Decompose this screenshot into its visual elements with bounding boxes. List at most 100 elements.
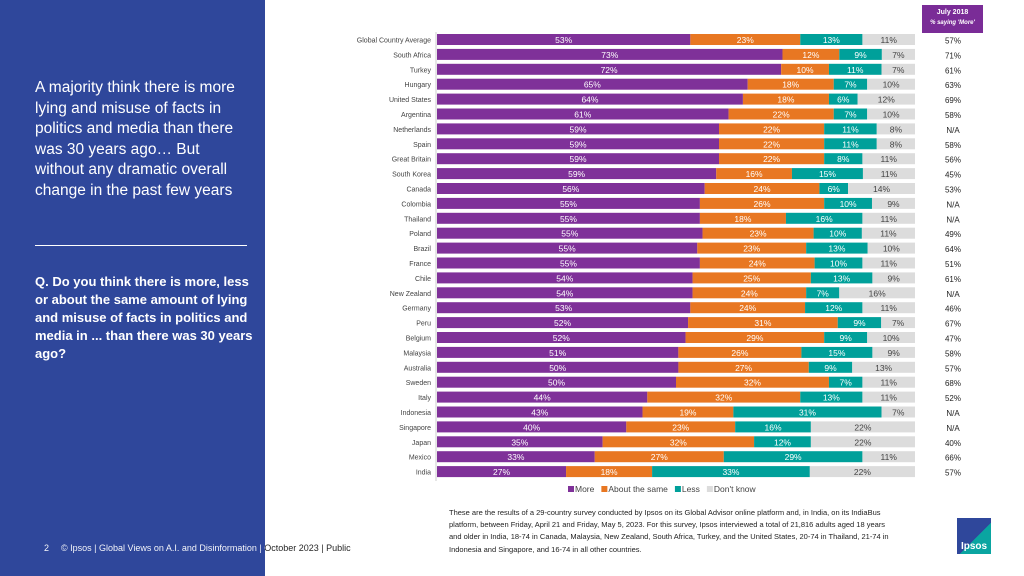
bar-segment bbox=[754, 436, 811, 448]
bar-segment bbox=[690, 302, 806, 314]
bar-segment bbox=[602, 436, 755, 448]
category-label: Turkey bbox=[410, 67, 432, 74]
comparison-header: July 2018 % saying 'More' bbox=[922, 5, 983, 33]
data-label: 11% bbox=[881, 35, 898, 45]
category-label: Peru bbox=[416, 321, 431, 328]
data-label: 11% bbox=[847, 65, 864, 75]
bar-segment bbox=[692, 272, 811, 284]
bar-segment bbox=[690, 34, 801, 45]
data-label: 10% bbox=[883, 333, 900, 343]
data-label: 13% bbox=[823, 35, 840, 45]
data-label: 10% bbox=[883, 80, 900, 90]
data-label: 11% bbox=[880, 229, 897, 239]
bar-segment bbox=[437, 257, 700, 269]
bar-segment bbox=[437, 34, 691, 45]
bar-segment bbox=[699, 257, 815, 269]
legend-swatch bbox=[568, 486, 574, 492]
category-label: Germany bbox=[402, 306, 431, 313]
bar-segment bbox=[437, 302, 691, 314]
data-label: 12% bbox=[802, 50, 819, 60]
data-label: 22% bbox=[854, 467, 871, 477]
data-label: 25% bbox=[743, 273, 760, 283]
bar-segment bbox=[688, 317, 838, 329]
bar-segment bbox=[626, 421, 736, 433]
data-label: 43% bbox=[531, 408, 548, 418]
legend-swatch bbox=[706, 486, 713, 492]
data-label: 9% bbox=[824, 363, 837, 373]
data-label: 56% bbox=[562, 184, 579, 194]
data-label: 65% bbox=[584, 80, 601, 90]
data-label: 24% bbox=[749, 259, 766, 269]
bar-segment bbox=[437, 272, 693, 284]
category-label: India bbox=[416, 470, 431, 477]
bar-segment bbox=[848, 183, 915, 194]
bar-segment bbox=[881, 317, 915, 329]
data-label: 11% bbox=[881, 378, 898, 388]
bar-segment bbox=[782, 48, 840, 60]
data-label: 32% bbox=[744, 378, 761, 388]
data-label: 15% bbox=[819, 169, 836, 179]
category-label: Indonesia bbox=[401, 410, 431, 417]
data-label: 13% bbox=[833, 273, 850, 283]
bar-segment bbox=[785, 212, 863, 224]
data-label: 7% bbox=[840, 378, 853, 388]
data-label: 7% bbox=[892, 408, 905, 418]
data-label: 54% bbox=[556, 288, 573, 298]
bar-segment bbox=[881, 48, 915, 60]
july-2018-value: 49% bbox=[945, 230, 961, 239]
bar-segment bbox=[437, 391, 648, 403]
bar-segment bbox=[437, 287, 693, 299]
bar-segment bbox=[813, 227, 862, 239]
data-label: 12% bbox=[878, 95, 895, 105]
bar-segment bbox=[437, 212, 700, 224]
data-label: 18% bbox=[777, 95, 794, 105]
bar-segment bbox=[735, 421, 811, 433]
category-label: United States bbox=[389, 97, 432, 104]
data-label: 59% bbox=[568, 169, 585, 179]
data-label: 23% bbox=[750, 229, 767, 239]
data-label: 22% bbox=[763, 124, 780, 134]
category-label: Canada bbox=[406, 187, 431, 194]
bar-segment bbox=[833, 78, 868, 90]
data-label: 11% bbox=[881, 214, 898, 224]
category-label: Italy bbox=[418, 395, 431, 402]
bar-segment bbox=[881, 63, 915, 75]
bar-segment bbox=[862, 257, 915, 269]
bar-segment bbox=[676, 376, 829, 388]
bar-segment bbox=[437, 436, 603, 448]
data-label: 53% bbox=[555, 303, 572, 313]
july-2018-value: 58% bbox=[945, 141, 961, 150]
category-label: Hungary bbox=[405, 82, 432, 89]
headline: A majority think there is more lying and… bbox=[35, 79, 235, 199]
bar-segment bbox=[867, 78, 915, 90]
category-label: Belgium bbox=[406, 336, 431, 343]
july-2018-value: 61% bbox=[945, 275, 961, 284]
bar-segment bbox=[806, 287, 840, 299]
bar-segment bbox=[437, 63, 782, 75]
bar-segment bbox=[642, 406, 734, 418]
bar-segment bbox=[824, 138, 877, 150]
data-label: 10% bbox=[883, 244, 900, 254]
data-label: 32% bbox=[670, 437, 687, 447]
bar-segment bbox=[828, 63, 882, 75]
data-label: 72% bbox=[601, 65, 618, 75]
data-label: 55% bbox=[561, 229, 578, 239]
bar-segment bbox=[678, 346, 802, 358]
bar-segment bbox=[719, 138, 825, 150]
data-label: 35% bbox=[511, 437, 528, 447]
bar-segment bbox=[728, 108, 834, 120]
left-panel bbox=[0, 0, 265, 576]
data-label: 27% bbox=[735, 363, 752, 373]
bar-segment bbox=[810, 421, 915, 433]
july-2018-value: 63% bbox=[945, 81, 961, 90]
bar-segment bbox=[702, 227, 814, 239]
data-label: 22% bbox=[854, 422, 871, 432]
data-label: 59% bbox=[570, 139, 587, 149]
data-label: 59% bbox=[570, 154, 587, 164]
data-label: 29% bbox=[746, 333, 763, 343]
category-label: New Zealand bbox=[390, 291, 431, 298]
data-label: 22% bbox=[854, 437, 871, 447]
july-2018-value: 58% bbox=[945, 111, 961, 120]
data-label: 14% bbox=[873, 184, 890, 194]
